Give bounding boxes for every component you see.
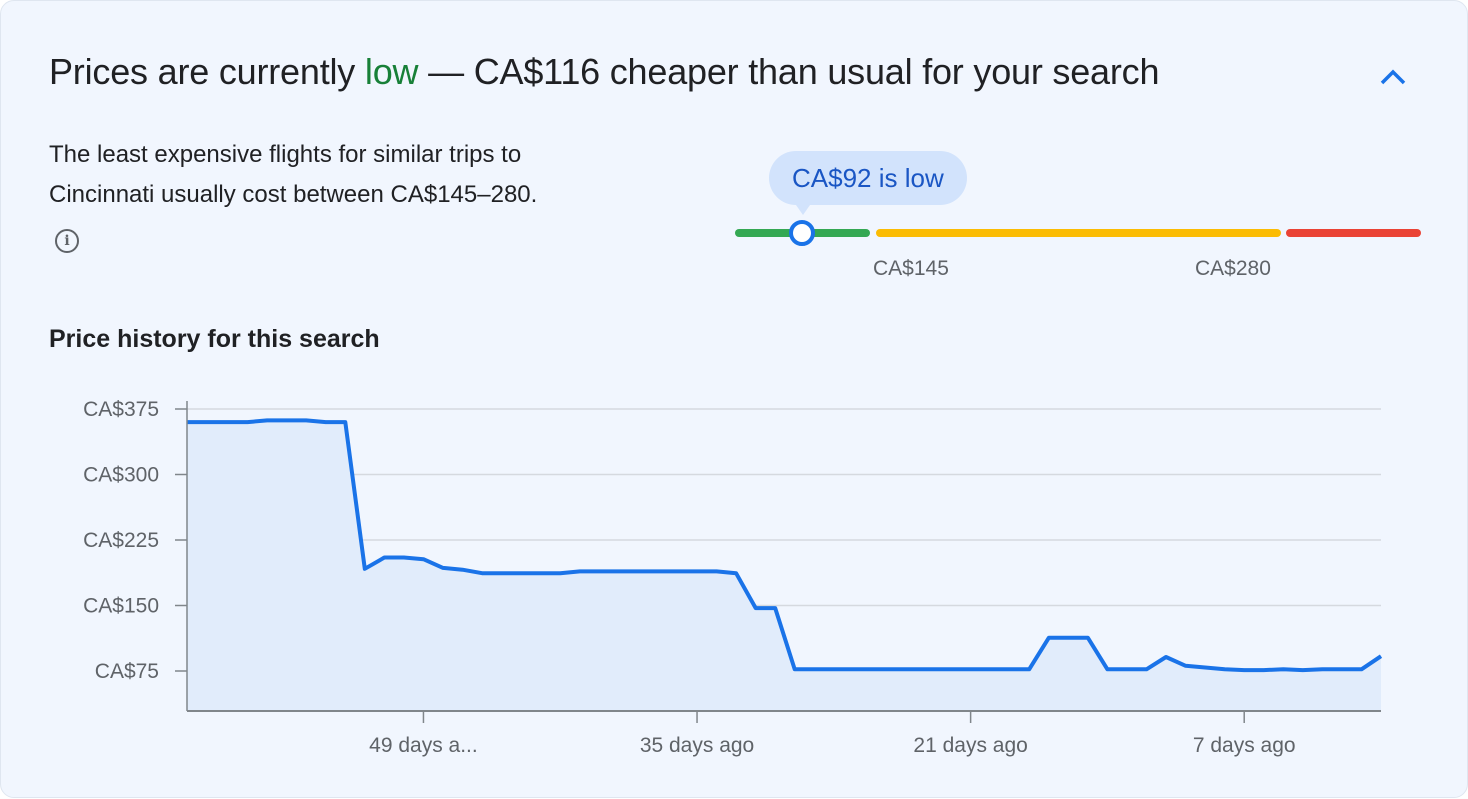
data-point[interactable] (808, 663, 820, 675)
data-point[interactable] (769, 602, 781, 614)
data-point[interactable] (476, 567, 488, 579)
data-point[interactable] (320, 416, 332, 428)
data-point[interactable] (339, 416, 351, 428)
data-point[interactable] (222, 416, 234, 428)
y-tick-label: CA$75 (95, 660, 159, 683)
data-point[interactable] (847, 663, 859, 675)
data-point[interactable] (1258, 664, 1270, 676)
data-point[interactable] (437, 562, 449, 574)
data-point[interactable] (261, 414, 273, 426)
data-point[interactable] (593, 565, 605, 577)
chevron-up-icon (1380, 69, 1406, 85)
data-point[interactable] (926, 663, 938, 675)
x-tick-label: 21 days ago (913, 734, 1027, 757)
data-point[interactable] (417, 553, 429, 565)
data-point[interactable] (1121, 663, 1133, 675)
x-tick-label: 7 days ago (1193, 734, 1296, 757)
data-point[interactable] (1219, 663, 1231, 675)
data-point[interactable] (867, 663, 879, 675)
current-price-tooltip: CA$92 is low (769, 151, 967, 215)
current-price-marker (789, 220, 815, 246)
title-prefix: Prices are currently (49, 51, 365, 92)
y-tick-label: CA$375 (83, 398, 159, 421)
data-point[interactable] (1023, 663, 1035, 675)
x-tick-label: 49 days a... (369, 734, 478, 757)
data-point[interactable] (496, 567, 508, 579)
data-point[interactable] (1140, 663, 1152, 675)
data-point[interactable] (789, 663, 801, 675)
data-point[interactable] (202, 416, 214, 428)
title-suffix: — CA$116 cheaper than usual for your sea… (418, 51, 1160, 92)
data-point[interactable] (652, 565, 664, 577)
data-point[interactable] (1180, 660, 1192, 672)
data-point[interactable] (613, 565, 625, 577)
y-tick-label: CA$300 (83, 464, 159, 487)
data-point[interactable] (886, 663, 898, 675)
low-threshold-label: CA$145 (873, 257, 949, 280)
data-point[interactable] (1238, 664, 1250, 676)
high-range-segment (1286, 229, 1421, 237)
data-point[interactable] (632, 565, 644, 577)
data-point[interactable] (1297, 664, 1309, 676)
data-point[interactable] (1004, 663, 1016, 675)
data-point[interactable] (300, 414, 312, 426)
summary-text: The least expensive flights for similar … (49, 141, 538, 208)
y-tick-label: CA$225 (83, 529, 159, 552)
data-point[interactable] (359, 563, 371, 575)
price-insight-title: Prices are currently low — CA$116 cheape… (49, 51, 1159, 93)
data-point[interactable] (1160, 651, 1172, 663)
data-point[interactable] (1277, 663, 1289, 675)
data-point[interactable] (730, 567, 742, 579)
price-line (187, 418, 1383, 673)
data-point[interactable] (457, 564, 469, 576)
high-threshold-label: CA$280 (1195, 257, 1271, 280)
price-summary: The least expensive flights for similar … (49, 135, 549, 255)
data-point[interactable] (671, 565, 683, 577)
collapse-button[interactable] (1375, 59, 1411, 95)
data-point[interactable] (711, 565, 723, 577)
data-point[interactable] (1355, 663, 1367, 675)
data-point[interactable] (574, 565, 586, 577)
data-point[interactable] (691, 565, 703, 577)
info-icon[interactable]: i (55, 229, 79, 253)
data-point[interactable] (281, 414, 293, 426)
price-history-heading: Price history for this search (49, 325, 380, 353)
price-status: low (364, 51, 419, 92)
data-point[interactable] (984, 663, 996, 675)
data-point[interactable] (515, 567, 527, 579)
data-point[interactable] (1199, 662, 1211, 674)
data-point[interactable] (906, 663, 918, 675)
typical-range-segment (876, 229, 1281, 237)
data-point[interactable] (750, 602, 762, 614)
data-point[interactable] (1336, 663, 1348, 675)
data-point[interactable] (965, 663, 977, 675)
data-point[interactable] (1375, 650, 1387, 662)
data-point[interactable] (1101, 663, 1113, 675)
y-tick-label: CA$150 (83, 595, 159, 618)
data-point[interactable] (1043, 632, 1055, 644)
data-point[interactable] (1082, 632, 1094, 644)
data-point[interactable] (242, 416, 254, 428)
data-point[interactable] (535, 567, 547, 579)
data-point[interactable] (554, 567, 566, 579)
data-point[interactable] (828, 663, 840, 675)
data-point[interactable] (1062, 632, 1074, 644)
data-point[interactable] (1316, 663, 1328, 675)
data-point[interactable] (398, 551, 410, 563)
data-point[interactable] (945, 663, 957, 675)
data-point[interactable] (378, 551, 390, 563)
x-tick-label: 35 days ago (640, 734, 754, 757)
